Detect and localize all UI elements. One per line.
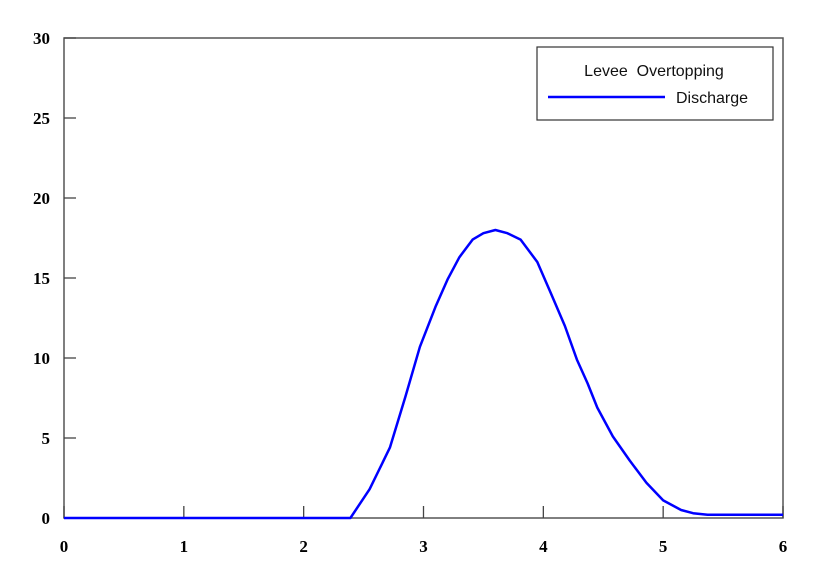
x-axis: 0 1 2 3 4 5 6 bbox=[60, 506, 788, 556]
y-axis: 0 5 10 15 20 25 30 bbox=[33, 29, 76, 528]
x-tick-label: 5 bbox=[659, 537, 668, 556]
y-tick-label: 10 bbox=[33, 349, 50, 368]
x-tick-label: 2 bbox=[299, 537, 308, 556]
y-tick-label: 0 bbox=[42, 509, 51, 528]
y-tick-label: 25 bbox=[33, 109, 50, 128]
y-tick-label: 20 bbox=[33, 189, 50, 208]
legend-title: Levee Overtopping bbox=[584, 63, 724, 80]
legend: Levee Overtopping Discharge bbox=[536, 46, 774, 121]
y-tick-label: 5 bbox=[42, 429, 51, 448]
legend-label-discharge: Discharge bbox=[676, 90, 748, 107]
x-tick-label: 4 bbox=[539, 537, 548, 556]
y-tick-label: 30 bbox=[33, 29, 50, 48]
x-tick-label: 6 bbox=[779, 537, 788, 556]
legend-box bbox=[536, 46, 774, 121]
x-tick-label: 1 bbox=[180, 537, 189, 556]
y-tick-label: 15 bbox=[33, 269, 50, 288]
x-tick-label: 3 bbox=[419, 537, 428, 556]
series-line-discharge bbox=[64, 228, 783, 520]
x-tick-label: 0 bbox=[60, 537, 69, 556]
